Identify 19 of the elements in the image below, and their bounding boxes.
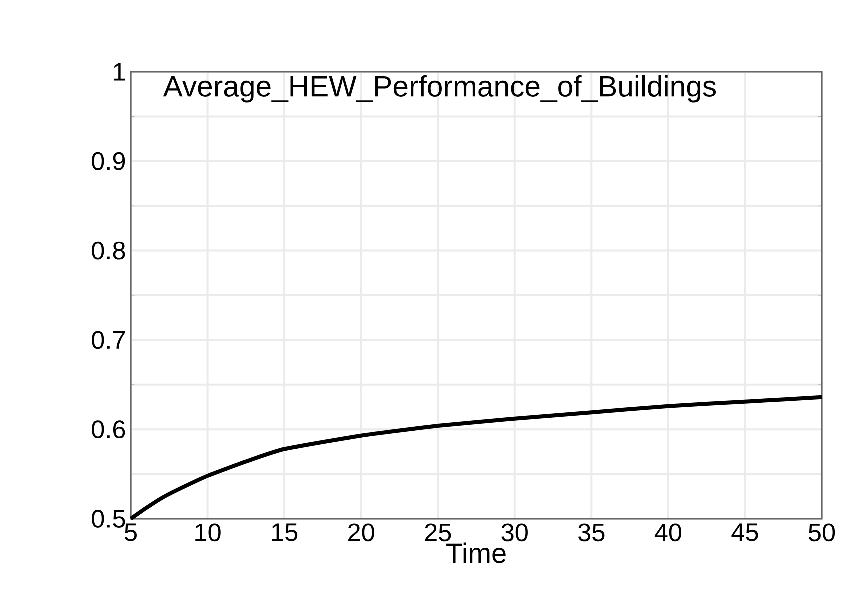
y-tick-label: 0.9 xyxy=(92,152,126,170)
chart-title: Average_HEW_Performance_of_Buildings xyxy=(163,75,716,103)
x-tick-label: 30 xyxy=(502,524,528,542)
x-axis-title: Time xyxy=(446,542,506,564)
x-tick-label: 20 xyxy=(348,524,374,542)
y-tick-label: 0.8 xyxy=(92,242,126,260)
line-series xyxy=(129,395,824,521)
x-tick-label: 5 xyxy=(124,524,137,542)
y-tick-label: 0.5 xyxy=(92,510,126,528)
x-tick-label: 50 xyxy=(808,524,836,542)
x-tick-label: 40 xyxy=(654,524,682,542)
x-tick-label: 10 xyxy=(196,524,221,542)
y-tick-label: 0.7 xyxy=(92,331,126,350)
y-tick-label: 0.6 xyxy=(92,420,126,439)
x-tick-label: 45 xyxy=(732,524,758,542)
y-tick-label: 1 xyxy=(114,63,126,81)
x-tick-label: 25 xyxy=(425,524,452,542)
x-tick-label: 35 xyxy=(578,524,605,542)
x-tick-label: 15 xyxy=(272,524,298,542)
